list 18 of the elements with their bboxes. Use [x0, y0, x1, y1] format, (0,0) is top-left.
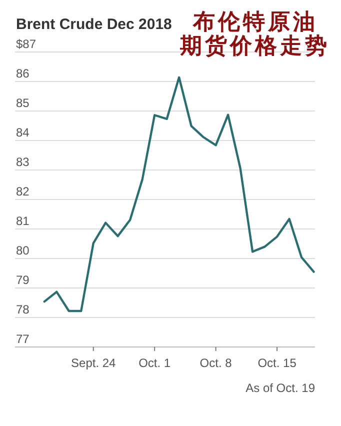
chart-title: Brent Crude Dec 2018 — [16, 16, 172, 33]
text: As of Oct. 19 — [246, 381, 316, 395]
x-tick-label: Sept. 24 — [71, 356, 116, 370]
x-tick-label: Oct. 15 — [258, 356, 297, 370]
y-tick-label: 85 — [16, 96, 30, 110]
y-tick-label: 82 — [16, 184, 30, 198]
y-tick-label: 79 — [16, 273, 30, 287]
y-tick-label: 80 — [16, 244, 30, 258]
y-tick-label: 84 — [16, 126, 30, 140]
y-tick-label: 81 — [16, 214, 30, 228]
y-tick-label: 77 — [16, 332, 30, 346]
y-tick-label: 78 — [16, 302, 30, 316]
y-tick-label: $87 — [16, 37, 36, 51]
x-tick-label: Oct. 8 — [200, 356, 232, 370]
x-tick-label: Oct. 1 — [138, 356, 171, 370]
y-tick-label: 86 — [16, 66, 30, 80]
chart-subtitle: 布伦特原油期货价格走势 — [180, 9, 331, 59]
y-tick-label: 83 — [16, 155, 30, 169]
